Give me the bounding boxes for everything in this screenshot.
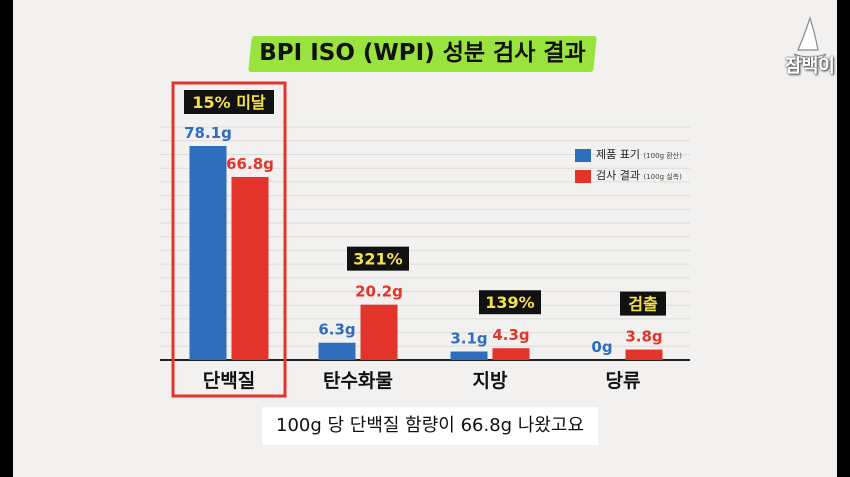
bar-product (318, 342, 356, 360)
highlight-frame (171, 81, 287, 398)
chart-title: BPI ISO (WPI) 성분 검사 결과 (259, 40, 586, 66)
data-label-result: 4.3g (492, 326, 529, 344)
badge-bg (184, 90, 274, 114)
legend-swatch-product (575, 149, 591, 162)
bar-product (450, 351, 488, 360)
title-banner: BPI ISO (WPI) 성분 검사 결과 (248, 32, 597, 74)
bar-result (625, 349, 663, 360)
subtitle-caption: 100g 당 단백질 함량이 66.8g 나왔고요 (262, 407, 599, 445)
badge-label: 15% 미달 (192, 93, 266, 112)
bar-result (360, 304, 398, 360)
logo-text: 잠백이 (785, 56, 835, 77)
badge-label: 321% (353, 250, 402, 269)
badge-bg (620, 291, 666, 316)
letterbox-right (837, 0, 850, 477)
data-label-product: 78.1g (184, 124, 232, 142)
data-label-result: 66.8g (226, 155, 274, 173)
badge-label: 검출 (628, 295, 658, 314)
category-label: 지방 (473, 370, 508, 392)
category-label: 탄수화물 (323, 370, 393, 392)
legend-label-product: 제품 표기 (596, 148, 640, 161)
data-label-product: 3.1g (450, 330, 487, 348)
category-label: 당류 (606, 370, 641, 392)
badge-label: 139% (485, 293, 534, 312)
badge-bg (347, 246, 409, 271)
bar-result (231, 176, 269, 360)
data-label-result: 3.8g (625, 328, 662, 346)
legend-swatch-result (575, 170, 591, 183)
bar-result (492, 348, 530, 360)
data-label-product: 0g (591, 338, 612, 356)
bar-product (189, 146, 227, 360)
legend-sub-product: (100g 환산) (643, 152, 682, 160)
legend-sub-result: (100g 실측) (643, 173, 682, 181)
legend-label-result: 검사 결과 (596, 169, 640, 182)
badge-bg (479, 290, 541, 315)
data-label-product: 6.3g (318, 321, 355, 339)
sailboat-logo-icon (793, 16, 827, 61)
letterbox-left (0, 0, 13, 477)
category-label: 단백질 (203, 370, 255, 392)
data-label-result: 20.2g (355, 283, 403, 301)
